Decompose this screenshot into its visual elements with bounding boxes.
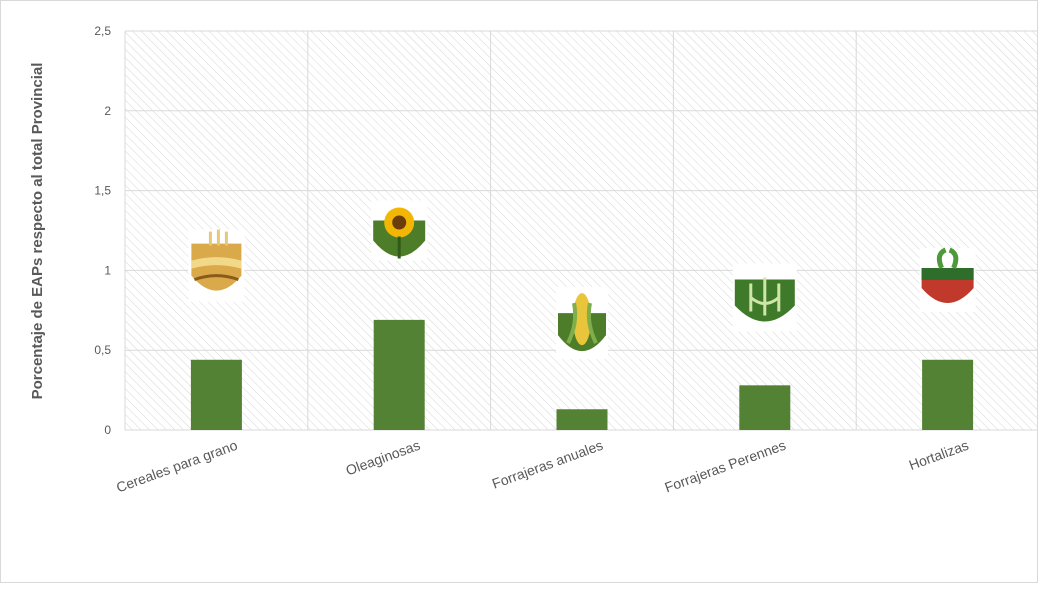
bar (190, 359, 242, 430)
wheat-icon (188, 229, 245, 302)
bar (922, 359, 974, 430)
bar (556, 409, 608, 430)
x-tick-label: Forrajeras anuales (490, 437, 605, 492)
y-tick-label: 0 (104, 423, 111, 437)
plot-area (125, 31, 1038, 430)
y-tick-label: 2,5 (94, 24, 111, 38)
y-axis-label: Porcentaje de EAPs respecto al total Pro… (29, 63, 46, 400)
radish-icon (919, 247, 976, 312)
y-tick-label: 0,5 (94, 343, 111, 357)
x-tick-label: Cereales para grano (114, 437, 240, 496)
x-tick-label: Hortalizas (907, 437, 971, 473)
y-tick-label: 1 (104, 263, 111, 277)
y-tick-label: 1,5 (94, 184, 111, 198)
sunflower-icon (371, 200, 428, 261)
x-tick-label: Oleaginosas (344, 437, 423, 479)
bar (373, 319, 425, 430)
bar (739, 385, 791, 430)
corn-icon (556, 287, 608, 360)
y-tick-label: 2 (104, 104, 111, 118)
x-tick-label: Forrajeras Perennes (662, 437, 787, 496)
forage-plant-icon (732, 263, 797, 332)
